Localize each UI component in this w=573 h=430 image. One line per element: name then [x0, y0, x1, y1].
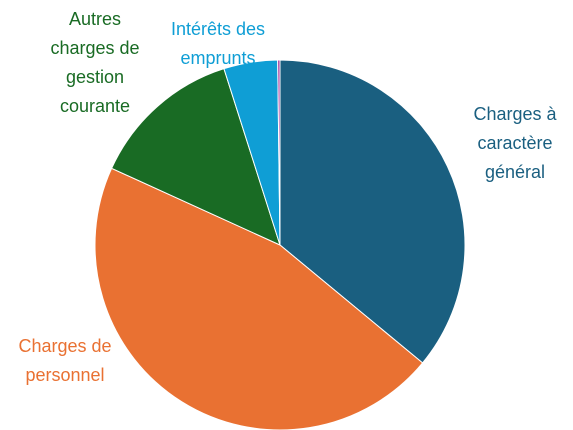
label-line: Charges de	[18, 336, 111, 356]
label-line: caractère	[477, 133, 552, 153]
label-line: Charges à	[473, 104, 557, 124]
label-line: Intérêts des	[171, 19, 265, 39]
slice-label: Charges à caractère général	[473, 104, 557, 182]
label-line: Autres	[69, 9, 121, 29]
label-line: général	[485, 162, 545, 182]
slice-label: Charges de personnel	[18, 336, 111, 385]
slice-label: Autres charges de gestion courante	[50, 9, 139, 116]
label-line: charges de	[50, 38, 139, 58]
label-line: emprunts	[180, 48, 255, 68]
pie-slice	[94, 167, 424, 430]
label-line: courante	[60, 96, 130, 116]
pie-slice	[279, 59, 466, 364]
label-line: personnel	[25, 365, 104, 385]
pie-slice	[277, 59, 281, 246]
label-line: gestion	[66, 67, 124, 87]
slice-label: Intérêts des emprunts	[171, 19, 265, 68]
